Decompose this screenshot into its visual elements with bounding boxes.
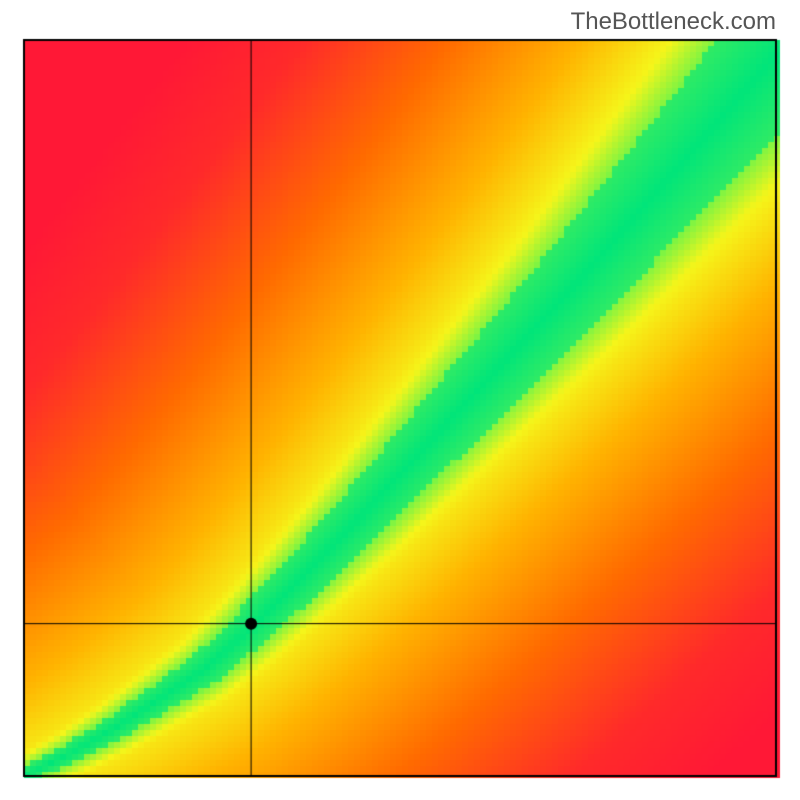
chart-container: TheBottleneck.com: [0, 0, 800, 800]
heatmap-canvas: [0, 0, 800, 800]
watermark-text: TheBottleneck.com: [571, 8, 776, 36]
